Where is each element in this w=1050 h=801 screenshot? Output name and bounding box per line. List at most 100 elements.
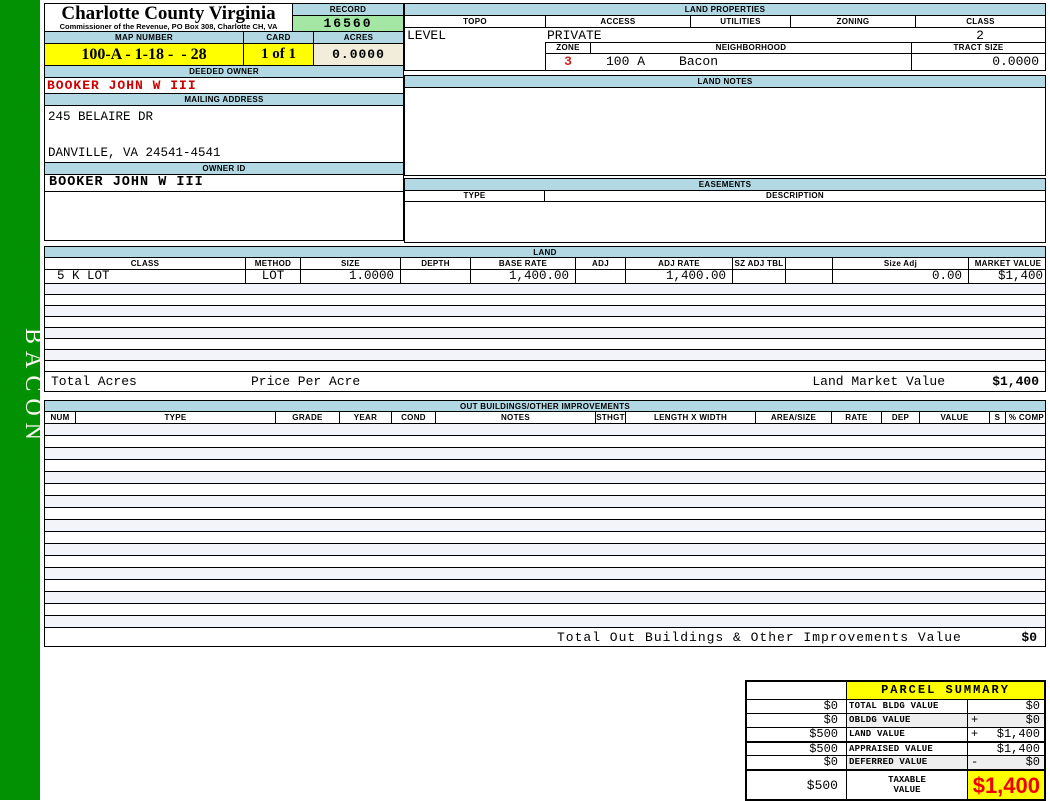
land-title: LAND: [45, 247, 1045, 258]
col-cond: COND: [391, 412, 435, 423]
row-label: TOTAL BLDG VALUE: [846, 699, 967, 713]
easement-description-label: DESCRIPTION: [766, 191, 824, 200]
zone-neighborhood-header: ZONE NEIGHBORHOOD TRACT SIZE: [546, 43, 1045, 54]
taxable-value-label: TAXABLE VALUE: [846, 769, 967, 799]
county-header: Charlotte County Virginia Commissioner o…: [45, 4, 403, 32]
empty-row: [45, 604, 1045, 616]
deeded-owner-label: DEEDED OWNER: [45, 66, 403, 78]
tract-size-value: 0.0000: [911, 54, 1045, 70]
empty-row: [45, 544, 1045, 556]
col-zoning: ZONING: [790, 16, 915, 27]
map-card-acres-values: 100-A - 1-18 - - 28 1 of 1 0.0000: [45, 44, 403, 66]
record-label: RECORD: [293, 4, 403, 16]
empty-row: [45, 508, 1045, 520]
prior-value: $0: [747, 699, 846, 713]
row-label: OBLDG VALUE: [846, 713, 967, 727]
land-market-value-label: Land Market Value: [812, 374, 945, 389]
zone-neighborhood-values: 3 100 A Bacon 0.0000: [546, 54, 1045, 70]
col-type: TYPE: [75, 412, 275, 423]
out-buildings-empty-rows: [45, 424, 1045, 628]
empty-row: [45, 350, 1045, 361]
row-value: $0: [985, 713, 1044, 727]
col-sthgt: STHGT: [595, 412, 625, 423]
out-buildings-total-value: $0: [1021, 630, 1037, 645]
owner-panel: Charlotte County Virginia Commissioner o…: [44, 3, 404, 241]
col-base-rate: BASE RATE: [470, 258, 575, 269]
topo-empty-area: [405, 42, 545, 70]
col-year: YEAR: [339, 412, 391, 423]
map-card-acres-header: MAP NUMBER CARD ACRES: [45, 32, 403, 44]
land-properties-columns: TOPO ACCESS UTILITIES ZONING CLASS: [405, 16, 1045, 28]
col-length-width: LENGTH X WIDTH: [625, 412, 755, 423]
county-title: Charlotte County Virginia: [61, 3, 276, 24]
empty-row: [45, 580, 1045, 592]
col-notes: NOTES: [435, 412, 595, 423]
county-title-box: Charlotte County Virginia Commissioner o…: [45, 4, 292, 31]
col-rate: RATE: [831, 412, 881, 423]
empty-row: [45, 472, 1045, 484]
col-class: CLASS: [130, 259, 160, 268]
row-operator: +: [967, 713, 985, 727]
land-notes-title: LAND NOTES: [405, 76, 1045, 88]
row-label: LAND VALUE: [846, 727, 967, 741]
topo-value: LEVEL: [407, 28, 447, 43]
row-operator: -: [967, 755, 985, 769]
taxable-label-line1: TAXABLE: [888, 775, 926, 785]
cell-size-adj: 0.00: [832, 270, 968, 283]
land-properties-panel: LAND PROPERTIES TOPO ACCESS UTILITIES ZO…: [404, 3, 1046, 243]
neighborhood-value: 100 A Bacon: [590, 54, 911, 70]
col-utilities: UTILITIES: [690, 16, 790, 27]
col-class: CLASS: [915, 16, 1045, 27]
row-operator: +: [967, 727, 985, 741]
empty-row: [45, 520, 1045, 532]
easements-box: EASEMENTS TYPE DESCRIPTION: [404, 178, 1046, 243]
summary-row-land: $500 LAND VALUE + $1,400: [747, 727, 1044, 741]
neighborhood-label: NEIGHBORHOOD: [590, 43, 911, 53]
easements-area: [405, 202, 1045, 242]
summary-row-total-bldg: $0 TOTAL BLDG VALUE $0: [747, 699, 1044, 713]
land-notes-area: [405, 88, 1045, 175]
land-properties-box: LAND PROPERTIES TOPO ACCESS UTILITIES ZO…: [404, 3, 1046, 71]
cell-class: 5 K LOT: [57, 269, 110, 283]
tract-size-label: TRACT SIZE: [911, 43, 1045, 53]
address-line-2: [48, 126, 403, 144]
row-operator: [967, 741, 985, 755]
summary-row-obldg: $0 OBLDG VALUE + $0: [747, 713, 1044, 727]
parcel-summary-title: PARCEL SUMMARY: [846, 682, 1044, 699]
cell-sz-adj-tbl: [732, 270, 785, 283]
cell-adj: [575, 270, 625, 283]
empty-row: [45, 484, 1045, 496]
map-number-value: 100-A - 1-18 - - 28: [45, 44, 243, 65]
col-access: ACCESS: [545, 16, 690, 27]
empty-row: [45, 616, 1045, 628]
access-value: PRIVATE: [547, 28, 602, 43]
zone-label: ZONE: [556, 43, 580, 52]
land-empty-rows: [45, 284, 1045, 372]
row-value: $0: [985, 699, 1044, 713]
out-buildings-columns: NUM TYPE GRADE YEAR COND NOTES STHGT LEN…: [45, 412, 1045, 424]
empty-row: [45, 532, 1045, 544]
land-row: 5 K LOT LOT 1.0000 1,400.00 1,400.00 0.0…: [45, 270, 1045, 284]
empty-row: [45, 339, 1045, 350]
price-per-acre-label: Price Per Acre: [251, 374, 361, 389]
land-total-row: Total Acres Price Per Acre Land Market V…: [45, 372, 1045, 391]
empty-row: [45, 592, 1045, 604]
col-size: SIZE: [300, 258, 400, 269]
col-value: VALUE: [919, 412, 989, 423]
land-market-value: $1,400: [992, 374, 1039, 389]
row-value: $1,400: [985, 727, 1044, 741]
row-value: $0: [985, 755, 1044, 769]
empty-row: [45, 448, 1045, 460]
easement-type-label: TYPE: [405, 191, 545, 201]
summary-row-taxable: $500 TAXABLE VALUE $1,400: [747, 769, 1044, 799]
cell-base-rate: 1,400.00: [470, 270, 575, 283]
sidebar-strip: BACON: [0, 0, 46, 800]
prior-column-header: [747, 682, 846, 699]
parcel-summary-header: PARCEL SUMMARY: [747, 682, 1044, 699]
prior-value: $0: [747, 755, 846, 769]
land-table: LAND CLASS METHOD SIZE DEPTH BASE RATE A…: [44, 246, 1046, 392]
class-value: 2: [976, 28, 984, 43]
land-notes-box: LAND NOTES: [404, 75, 1046, 176]
empty-row: [45, 436, 1045, 448]
col-pct-comp: % COMP: [1005, 412, 1047, 423]
